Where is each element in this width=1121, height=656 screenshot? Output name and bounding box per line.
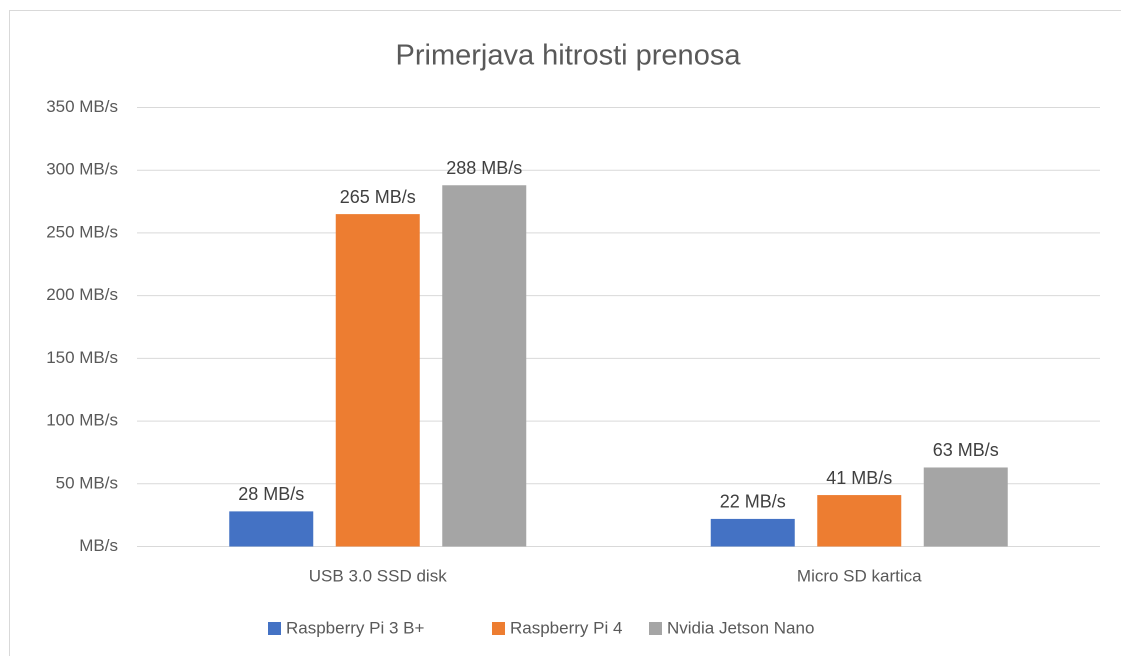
bar bbox=[335, 214, 420, 547]
x-tick-label: USB 3.0 SSD disk bbox=[309, 566, 447, 585]
bar bbox=[710, 518, 795, 547]
legend-swatch bbox=[268, 622, 281, 635]
chart-frame bbox=[9, 10, 1121, 656]
bar bbox=[229, 511, 314, 547]
chart-title: Primerjava hitrosti prenosa bbox=[396, 40, 742, 72]
legend-label: Raspberry Pi 3 B+ bbox=[286, 618, 424, 637]
data-label: 265 MB/s bbox=[340, 187, 416, 207]
bar bbox=[817, 495, 902, 547]
y-tick-label: 150 MB/s bbox=[46, 348, 118, 367]
y-tick-label: 250 MB/s bbox=[46, 222, 118, 241]
data-label: 28 MB/s bbox=[238, 484, 304, 504]
legend-swatch bbox=[649, 622, 662, 635]
legend-label: Nvidia Jetson Nano bbox=[667, 618, 814, 637]
data-label: 63 MB/s bbox=[933, 440, 999, 460]
bar bbox=[442, 185, 527, 547]
y-tick-label: 350 MB/s bbox=[46, 97, 118, 116]
y-tick-label: MB/s bbox=[79, 536, 118, 555]
bar bbox=[923, 467, 1008, 547]
y-tick-label: 200 MB/s bbox=[46, 285, 118, 304]
data-label: 288 MB/s bbox=[446, 158, 522, 178]
y-tick-label: 50 MB/s bbox=[56, 473, 118, 492]
legend-label: Raspberry Pi 4 bbox=[510, 618, 622, 637]
y-tick-label: 100 MB/s bbox=[46, 411, 118, 430]
data-label: 41 MB/s bbox=[826, 468, 892, 488]
legend-swatch bbox=[492, 622, 505, 635]
data-label: 22 MB/s bbox=[720, 492, 786, 512]
y-tick-label: 300 MB/s bbox=[46, 160, 118, 179]
x-tick-label: Micro SD kartica bbox=[797, 566, 922, 585]
